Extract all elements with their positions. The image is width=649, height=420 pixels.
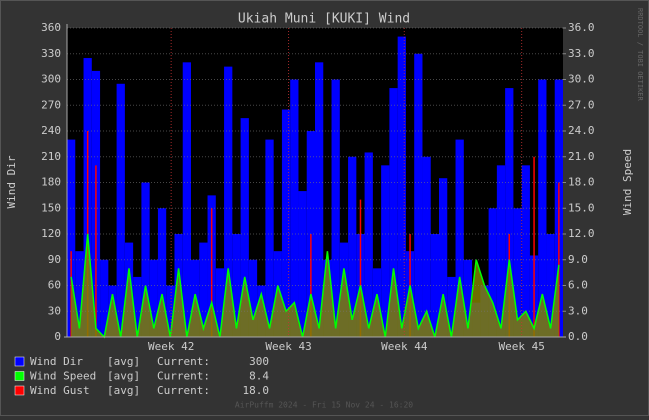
wind-dir-bar — [364, 152, 373, 337]
legend-swatch — [14, 385, 25, 396]
wind-dir-bar — [422, 156, 431, 337]
y-tick-label: 270 — [41, 98, 61, 111]
wind-dir-bar — [430, 234, 439, 337]
legend-name: Wind Dir — [30, 355, 83, 368]
footer: AirPuffm 2024 - Fri 15 Nov 24 - 16:20 — [235, 401, 413, 410]
y2-tick-label: 24.0 — [568, 124, 595, 137]
legend-current-label: Current: — [157, 370, 210, 383]
y2-tick-label: 12.0 — [568, 227, 595, 240]
y2-tick-label: 3.0 — [568, 304, 588, 317]
wind-dir-bar — [67, 139, 76, 337]
wind-dir-bar — [381, 165, 390, 337]
x-tick-label: Week 44 — [381, 340, 428, 353]
wind-dir-bar — [298, 191, 307, 337]
y2-tick-label: 30.0 — [568, 73, 595, 86]
legend-current-value: 8.4 — [249, 370, 269, 383]
y2-label: Wind Speed — [621, 149, 634, 215]
wind-dir-bar — [199, 242, 208, 337]
legend-stat: [avg] — [107, 370, 140, 383]
wind-dir-bar — [505, 88, 514, 337]
wind-dir-bar — [290, 79, 299, 337]
wind-dir-bar — [439, 178, 448, 337]
legend-current-value: 18.0 — [243, 384, 270, 397]
legend-current-value: 300 — [249, 355, 269, 368]
wind-dir-bar — [521, 165, 530, 337]
y-label: Wind Dir — [5, 155, 18, 208]
y2-tick-label: 9.0 — [568, 253, 588, 266]
wind-speed-line — [70, 233, 560, 339]
wind-dir-bar — [389, 88, 398, 337]
x-tick-label: Week 42 — [148, 340, 194, 353]
wind-dir-bar — [240, 118, 249, 337]
chart-title: Ukiah Muni [KUKI] Wind — [238, 12, 410, 27]
wind-dir-bar — [215, 268, 225, 337]
y2-tick-label: 15.0 — [568, 201, 595, 214]
wind-dir-bar — [397, 36, 406, 337]
legend-stat: [avg] — [107, 384, 140, 397]
wind-dir-bar — [281, 109, 291, 338]
wind-dir-bar — [232, 234, 241, 337]
legend-current-label: Current: — [157, 384, 210, 397]
wind-dir-bar — [265, 139, 274, 337]
wind-dir-bar — [157, 208, 167, 337]
wind-dir-bar — [133, 276, 142, 337]
wind-dir-bar — [149, 259, 158, 337]
x-tick-label: Week 45 — [498, 340, 544, 353]
y2-tick-label: 21.0 — [568, 150, 595, 163]
y-tick-label: 150 — [41, 201, 61, 214]
wind-dir-bar — [116, 83, 125, 338]
y-tick-label: 300 — [41, 73, 61, 86]
y2-tick-label: 27.0 — [568, 98, 595, 111]
wind-dir-bar — [331, 79, 340, 337]
legend-stat: [avg] — [107, 355, 140, 368]
x-tick-label: Week 43 — [265, 340, 311, 353]
wind-dir-bar — [248, 259, 258, 337]
y2-tick-label: 0.0 — [568, 330, 588, 343]
y-tick-label: 90 — [48, 253, 61, 266]
side-note: RRDTOOL / TOBI OETIKER — [636, 8, 644, 102]
y-tick-label: 30 — [48, 304, 61, 317]
y-tick-label: 210 — [41, 150, 61, 163]
wind-dir-bar — [224, 66, 233, 337]
y-tick-label: 120 — [41, 227, 61, 240]
wind-dir-bar — [455, 139, 464, 337]
wind-dir-bar — [488, 208, 497, 337]
wind-dir-bar — [496, 165, 506, 337]
wind-dir-bar — [538, 79, 547, 337]
y-tick-label: 330 — [41, 47, 61, 60]
wind-dir-bar — [166, 285, 175, 337]
y-tick-label: 60 — [48, 279, 61, 292]
legend-name: Wind Gust — [30, 384, 90, 397]
wind-dir-bar — [315, 62, 324, 337]
legend-name: Wind Speed — [30, 370, 96, 383]
y2-tick-label: 33.0 — [568, 47, 595, 60]
y-tick-label: 0 — [54, 330, 61, 343]
wind-dir-bar — [100, 259, 109, 337]
grid-layer — [67, 27, 563, 338]
y-tick-label: 240 — [41, 124, 61, 137]
y2-tick-label: 36.0 — [568, 21, 595, 34]
y-tick-label: 360 — [41, 21, 61, 34]
wind-dir-bar — [348, 156, 357, 337]
wind-dir-bar — [414, 53, 423, 337]
wind-dir-bar — [463, 259, 473, 337]
legend-current-label: Current: — [157, 355, 210, 368]
y2-tick-label: 18.0 — [568, 176, 595, 189]
legend-swatch — [14, 371, 25, 381]
y2-tick-label: 6.0 — [568, 279, 588, 292]
legend-swatch — [14, 356, 25, 367]
wind-dir-bar — [513, 208, 522, 337]
wind-dir-bar — [447, 276, 456, 337]
y-tick-label: 180 — [41, 176, 61, 189]
wind-dir-bar — [75, 251, 84, 337]
wind-dir-bar — [182, 62, 191, 337]
